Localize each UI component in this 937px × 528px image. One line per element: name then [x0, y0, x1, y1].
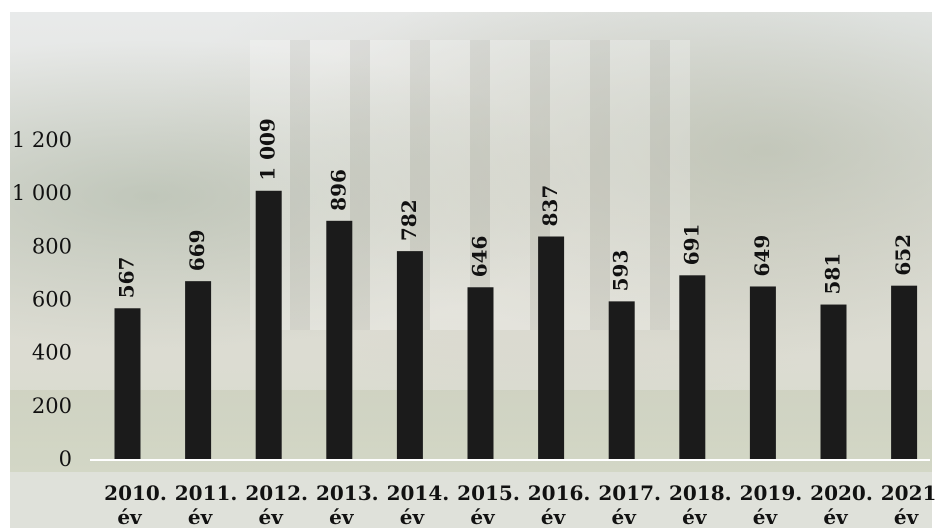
x-tick-label-suffix: év: [753, 505, 779, 528]
x-tick-label: 2017.: [598, 481, 661, 505]
bar-2019: [749, 286, 776, 459]
y-tick-label: 1 000: [12, 181, 72, 205]
x-tick-label: 2012.: [245, 481, 308, 505]
bar-2021: [891, 285, 918, 459]
x-tick-label-suffix: év: [400, 505, 426, 528]
bar-2011: [185, 281, 212, 459]
data-label: 1 009: [256, 118, 280, 181]
bar-2018: [679, 275, 706, 459]
bar-2020: [820, 304, 847, 459]
bar-2014: [396, 251, 423, 459]
y-tick-label: 1 200: [12, 128, 72, 152]
y-axis: 0 200 400 600 800 1 000 1 200: [12, 128, 930, 471]
data-label: 567: [115, 257, 139, 299]
x-tick-label: 2018.: [669, 481, 732, 505]
data-label: 581: [821, 253, 845, 295]
data-label: 646: [468, 236, 492, 278]
y-tick-label: 800: [32, 234, 72, 258]
x-tick-label-suffix: év: [470, 505, 496, 528]
y-tick-label: 200: [32, 394, 72, 418]
background-building: [250, 40, 690, 330]
x-axis: 2010.év2011.év2012.év2013.év2014.év2015.…: [104, 481, 937, 528]
data-label: 649: [750, 235, 774, 277]
x-tick-label: 2011.: [175, 481, 238, 505]
x-tick-label-suffix: év: [188, 505, 214, 528]
y-tick-label: 600: [32, 288, 72, 312]
data-label: 652: [891, 234, 915, 276]
y-tick-label: 400: [32, 341, 72, 365]
x-tick-label: 2013.: [316, 481, 379, 505]
x-tick-label: 2010.: [104, 481, 167, 505]
x-tick-label-suffix: év: [894, 505, 920, 528]
data-label: 837: [538, 185, 562, 227]
x-tick-label-suffix: év: [329, 505, 355, 528]
data-label: 669: [185, 229, 209, 271]
data-label: 896: [326, 169, 350, 211]
data-label: 691: [679, 224, 703, 266]
y-tick-label: 0: [59, 447, 72, 471]
data-label: 593: [609, 250, 633, 292]
x-axis-band: [10, 472, 932, 528]
bar-2015: [467, 287, 494, 459]
bar-2010: [114, 308, 141, 459]
bar-2013: [326, 220, 353, 459]
x-tick-label-suffix: év: [117, 505, 143, 528]
data-label: 782: [397, 199, 421, 241]
x-tick-label: 2015.: [457, 481, 520, 505]
x-tick-label: 2021.: [881, 481, 937, 505]
x-tick-label-suffix: év: [541, 505, 567, 528]
x-tick-label: 2016.: [528, 481, 591, 505]
bar-2017: [608, 301, 635, 459]
bar-2016: [538, 236, 565, 459]
bars: 567 669 1 009 896 782 646 837 593 691 649 581 652: [114, 118, 918, 459]
x-tick-label-suffix: év: [259, 505, 285, 528]
x-tick-label: 2019.: [740, 481, 803, 505]
x-tick-label-suffix: év: [682, 505, 708, 528]
x-tick-label-suffix: év: [823, 505, 849, 528]
x-tick-label: 2020.: [810, 481, 873, 505]
bar-2012: [255, 190, 282, 459]
x-tick-label: 2014.: [387, 481, 450, 505]
x-tick-label-suffix: év: [612, 505, 638, 528]
